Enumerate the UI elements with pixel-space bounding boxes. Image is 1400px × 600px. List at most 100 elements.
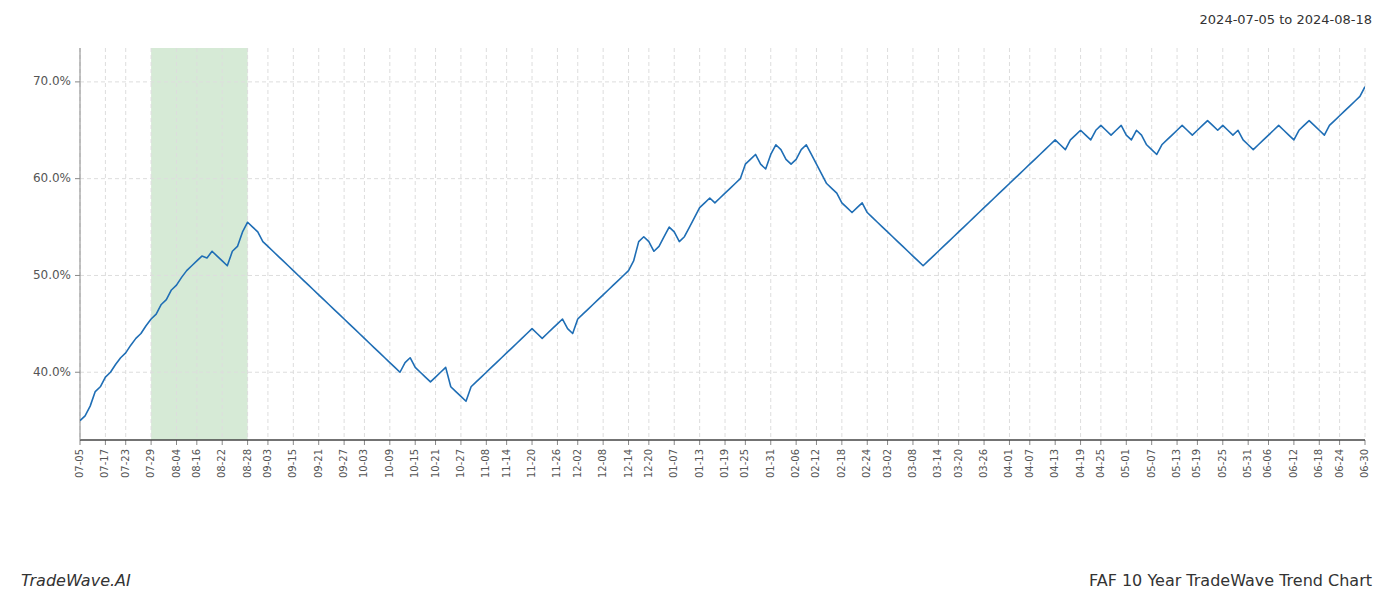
x-grid-line	[1080, 48, 1081, 440]
x-grid-line	[984, 48, 985, 440]
x-grid-line	[80, 48, 81, 440]
x-tick-label: 04-25	[1095, 449, 1106, 478]
x-grid-line	[389, 48, 390, 440]
x-grid-line	[867, 48, 868, 440]
x-tick-label: 08-22	[216, 449, 227, 478]
y-axis: 40.0% 50.0% 60.0% 70.0%	[33, 48, 80, 440]
x-tick-label: 03-20	[953, 449, 964, 478]
x-tick-label: 05-01	[1120, 449, 1131, 478]
x-tick-label: 09-27	[338, 449, 349, 478]
x-grid-line	[247, 48, 248, 440]
x-tick-label: 02-24	[861, 449, 872, 478]
x-tick-label: 05-07	[1146, 449, 1157, 478]
x-grid-line	[1248, 48, 1249, 440]
x-grid-line	[1319, 48, 1320, 440]
x-tick-label: 04-19	[1075, 449, 1086, 478]
x-grid-line	[364, 48, 365, 440]
x-grid-line	[603, 48, 604, 440]
x-grid-line	[151, 48, 152, 440]
x-tick-label: 06-12	[1288, 449, 1299, 478]
x-grid-line	[699, 48, 700, 440]
x-grid-line	[841, 48, 842, 440]
x-tick-label: 12-02	[572, 449, 583, 478]
x-grid-line	[435, 48, 436, 440]
x-tick-label: 03-26	[978, 449, 989, 478]
x-tick-label: 06-30	[1359, 449, 1370, 478]
annotation: TradeWave.AI	[21, 571, 131, 590]
title: FAF 10 Year TradeWave Trend Chart	[1089, 571, 1372, 590]
x-tick-label: 12-20	[643, 449, 654, 478]
x-tick-label: 04-07	[1024, 449, 1035, 478]
x-grid-line	[222, 48, 223, 440]
x-grid-line	[1268, 48, 1269, 440]
x-grid-line	[176, 48, 177, 440]
x-tick-label: 03-14	[932, 449, 943, 478]
y-tick	[75, 372, 80, 373]
x-tick-label: 07-29	[145, 449, 156, 478]
x-grid-line	[816, 48, 817, 440]
x-tick-label: 10-21	[430, 449, 441, 478]
x-grid-line	[887, 48, 888, 440]
trend-line	[80, 87, 1365, 421]
x-tick-label: 06-18	[1313, 449, 1324, 478]
y-tick	[75, 81, 80, 82]
x-grid-line	[415, 48, 416, 440]
subtitle: 2024-07-05 to 2024-08-18	[1200, 12, 1372, 27]
y-tick-label: 50.0%	[33, 268, 71, 282]
x-tick-label: 10-09	[384, 449, 395, 478]
x-grid-line	[725, 48, 726, 440]
x-tick-label: 04-01	[1003, 449, 1014, 478]
y-grid-line	[80, 81, 1365, 82]
x-grid-line	[796, 48, 797, 440]
grid	[80, 48, 1365, 440]
x-grid-line	[486, 48, 487, 440]
x-grid-line	[1029, 48, 1030, 440]
x-tick-label: 05-19	[1191, 449, 1202, 478]
x-tick-label: 05-13	[1171, 449, 1182, 478]
background	[0, 0, 1400, 600]
x-grid-line	[318, 48, 319, 440]
y-grid-line	[80, 275, 1365, 276]
x-tick-label: 11-20	[526, 449, 537, 478]
x-tick-label: 11-26	[551, 449, 562, 478]
x-grid-line	[1100, 48, 1101, 440]
x-tick-label: 07-23	[120, 449, 131, 478]
x-grid-line	[506, 48, 507, 440]
x-grid-line	[1151, 48, 1152, 440]
x-grid-line	[105, 48, 106, 440]
x-grid-line	[125, 48, 126, 440]
x-grid-line	[293, 48, 294, 440]
x-grid-line	[912, 48, 913, 440]
x-tick-label: 11-14	[501, 449, 512, 478]
x-tick-label: 11-08	[480, 449, 491, 478]
x-grid-line	[938, 48, 939, 440]
y-tick-label: 70.0%	[33, 74, 71, 88]
x-tick-label: 08-04	[171, 449, 182, 478]
x-axis: 07-0507-1707-2307-2908-0408-1608-2208-28…	[74, 440, 1370, 478]
x-grid-line	[1009, 48, 1010, 440]
y-tick-label: 40.0%	[33, 365, 71, 379]
x-tick-label: 02-12	[810, 449, 821, 478]
x-grid-line	[460, 48, 461, 440]
x-tick-label: 05-25	[1217, 449, 1228, 478]
x-tick-label: 02-06	[790, 449, 801, 478]
x-grid-line	[745, 48, 746, 440]
x-tick-label: 07-17	[99, 449, 110, 478]
y-tick-label: 60.0%	[33, 171, 71, 185]
x-tick-label: 04-13	[1049, 449, 1060, 478]
x-grid-line	[770, 48, 771, 440]
x-tick-label: 10-27	[455, 449, 466, 478]
x-tick-label: 10-15	[409, 449, 420, 478]
x-tick-label: 07-05	[74, 449, 85, 478]
y-axis-line	[80, 48, 81, 440]
x-grid-line	[1293, 48, 1294, 440]
y-grid-line	[80, 372, 1365, 373]
x-tick-label: 12-08	[597, 449, 608, 478]
y-tick	[75, 178, 80, 179]
y-grid-line	[80, 178, 1365, 179]
x-grid-line	[1365, 48, 1366, 440]
x-grid-line	[958, 48, 959, 440]
x-tick-label: 01-25	[739, 449, 750, 478]
x-tick-label: 03-02	[882, 449, 893, 478]
x-tick-label: 09-15	[287, 449, 298, 478]
